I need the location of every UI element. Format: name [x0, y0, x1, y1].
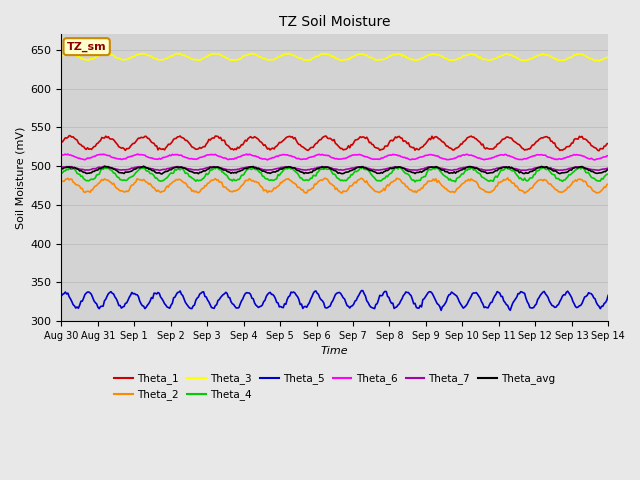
Theta_6 — [58, 152, 65, 158]
Theta_2 — [521, 190, 529, 196]
Theta_avg — [604, 167, 612, 173]
Theta_avg — [58, 166, 65, 172]
Theta_7 — [303, 167, 310, 173]
Theta_3 — [77, 56, 85, 61]
Theta_4 — [584, 170, 591, 176]
Theta_7 — [448, 168, 456, 173]
Theta_5 — [301, 303, 309, 309]
Theta_5 — [240, 293, 248, 299]
Theta_2 — [240, 180, 248, 186]
Theta_3 — [582, 53, 590, 59]
Theta_1 — [509, 137, 516, 143]
Theta_2 — [328, 181, 335, 187]
Theta_3 — [604, 54, 612, 60]
Theta_4 — [359, 164, 367, 169]
Theta_avg — [76, 168, 83, 174]
Theta_1 — [303, 147, 310, 153]
Text: TZ_sm: TZ_sm — [67, 41, 106, 52]
Theta_1 — [595, 148, 603, 154]
Theta_5 — [584, 292, 591, 298]
Theta_6 — [330, 156, 338, 161]
Theta_4 — [411, 179, 419, 185]
Theta_7 — [329, 166, 337, 171]
Theta_6 — [240, 152, 248, 158]
Theta_6 — [264, 157, 271, 163]
Theta_3 — [329, 53, 337, 59]
Theta_5 — [510, 298, 518, 304]
Theta_4 — [76, 171, 83, 177]
Theta_6 — [76, 156, 83, 161]
Line: Theta_avg: Theta_avg — [61, 166, 608, 174]
Theta_2 — [58, 179, 65, 185]
Theta_7 — [510, 166, 518, 171]
Theta_3 — [241, 52, 249, 58]
Theta_3 — [509, 53, 516, 59]
Theta_1 — [77, 142, 85, 147]
Theta_4 — [301, 177, 309, 183]
Theta_7 — [584, 166, 591, 171]
X-axis label: Time: Time — [321, 346, 349, 356]
Line: Theta_5: Theta_5 — [61, 290, 608, 311]
Theta_2 — [301, 190, 309, 195]
Theta_avg — [158, 171, 166, 177]
Theta_5 — [604, 292, 612, 298]
Theta_3 — [303, 57, 310, 63]
Theta_6 — [304, 155, 312, 161]
Line: Theta_4: Theta_4 — [61, 167, 608, 182]
Theta_5 — [328, 300, 335, 305]
Theta_2 — [509, 180, 516, 186]
Theta_1 — [241, 137, 249, 143]
Theta_4 — [58, 171, 65, 177]
Theta_4 — [510, 168, 518, 174]
Y-axis label: Soil Moisture (mV): Soil Moisture (mV) — [15, 126, 25, 229]
Theta_6 — [604, 153, 612, 158]
Theta_6 — [243, 151, 250, 157]
Theta_avg — [330, 168, 338, 173]
Theta_6 — [584, 155, 591, 161]
Line: Theta_7: Theta_7 — [61, 167, 608, 170]
Theta_3 — [595, 58, 603, 64]
Theta_7 — [241, 165, 249, 170]
Theta_avg — [510, 167, 518, 172]
Theta_4 — [604, 171, 612, 177]
Line: Theta_1: Theta_1 — [61, 135, 608, 151]
Title: TZ Soil Moisture: TZ Soil Moisture — [279, 15, 390, 29]
Theta_1 — [604, 141, 612, 146]
Theta_avg — [304, 170, 312, 176]
Theta_3 — [67, 50, 74, 56]
Theta_2 — [584, 182, 591, 188]
Theta_5 — [58, 293, 65, 299]
Theta_7 — [604, 165, 612, 171]
Theta_5 — [76, 302, 83, 308]
Theta_2 — [604, 181, 612, 187]
Theta_5 — [358, 288, 365, 293]
Theta_3 — [58, 53, 65, 59]
Theta_1 — [582, 137, 590, 143]
Theta_1 — [58, 140, 65, 145]
Theta_7 — [58, 165, 65, 170]
Theta_1 — [329, 138, 337, 144]
Theta_7 — [99, 164, 107, 169]
Theta_4 — [240, 171, 248, 177]
Theta_2 — [504, 175, 511, 180]
Theta_5 — [437, 308, 445, 313]
Theta_4 — [328, 168, 335, 174]
Theta_avg — [584, 166, 591, 172]
Theta_avg — [243, 166, 250, 171]
Theta_6 — [510, 155, 518, 161]
Legend: Theta_1, Theta_2, Theta_3, Theta_4, Theta_5, Theta_6, Theta_7, Theta_avg: Theta_1, Theta_2, Theta_3, Theta_4, Thet… — [110, 369, 559, 405]
Line: Theta_3: Theta_3 — [61, 53, 608, 61]
Line: Theta_6: Theta_6 — [61, 154, 608, 160]
Theta_avg — [100, 163, 108, 169]
Theta_7 — [76, 166, 83, 172]
Theta_2 — [76, 183, 83, 189]
Line: Theta_2: Theta_2 — [61, 178, 608, 193]
Theta_1 — [65, 132, 73, 138]
